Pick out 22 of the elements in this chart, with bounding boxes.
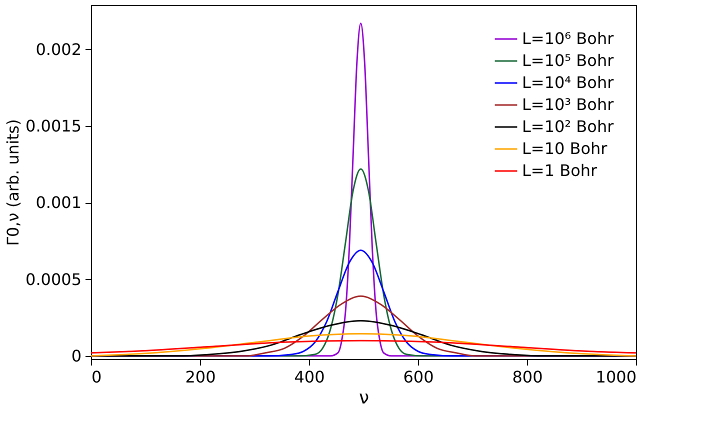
x-tick-label: 800: [512, 368, 543, 386]
legend-label: L=10⁵ Bohr: [522, 51, 614, 70]
y-tick-label: 0.002: [36, 40, 82, 59]
x-tick-label: 1000: [596, 368, 636, 386]
legend-label: L=10 Bohr: [522, 139, 608, 158]
y-tick-label: 0.001: [36, 193, 82, 212]
y-tick-label: 0: [71, 346, 82, 366]
y-tick-label: 0.0015: [26, 116, 82, 136]
legend-label: L=10⁶ Bohr: [522, 29, 614, 48]
x-tick-label: 200: [185, 368, 216, 386]
x-tick-label: 0: [92, 368, 102, 386]
x-axis-title: ν: [358, 388, 370, 408]
legend-label: L=1 Bohr: [522, 161, 598, 180]
legend-label: L=10⁴ Bohr: [522, 73, 614, 92]
legend-label: L=10² Bohr: [522, 117, 614, 136]
x-tick-label: 400: [294, 368, 325, 386]
line-series: [91, 340, 636, 354]
x-tick-label: 600: [403, 368, 434, 386]
line-series: [91, 332, 636, 357]
legend-label: L=10³ Bohr: [522, 95, 614, 114]
y-tick-label: 0.0005: [26, 270, 82, 289]
y-axis-title: Γ0,ν (arb. units): [4, 119, 23, 246]
